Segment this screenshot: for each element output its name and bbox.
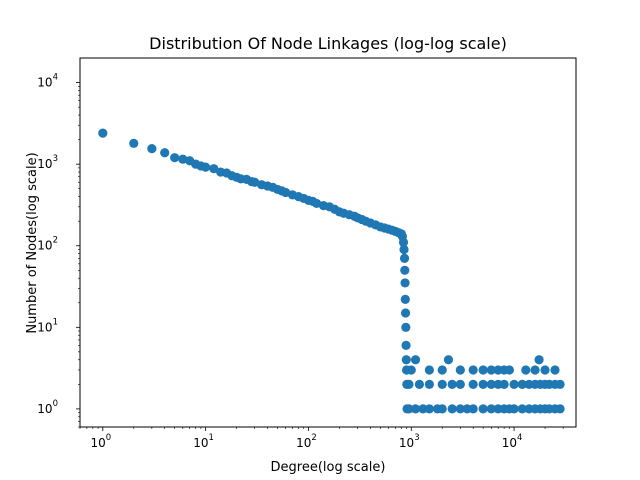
y-tick-exponent: 0: [53, 399, 58, 409]
data-point: [418, 404, 428, 414]
data-point: [424, 365, 434, 375]
data-point: [424, 379, 434, 389]
data-point: [399, 253, 410, 263]
data-point: [486, 404, 496, 414]
data-point: [517, 404, 527, 414]
x-tick-exponent: 1: [209, 433, 214, 443]
y-tick-exponent: 2: [53, 236, 58, 246]
data-point: [404, 379, 414, 389]
data-point: [401, 340, 411, 351]
data-point: [400, 278, 410, 288]
data-point: [437, 365, 447, 375]
data-point: [410, 404, 421, 414]
data-point: [521, 365, 531, 375]
data-point: [447, 379, 457, 389]
plot-area: [79, 57, 577, 428]
data-point: [437, 404, 447, 414]
data-point: [443, 355, 454, 365]
y-tick-exponent: 1: [53, 317, 58, 327]
data-point: [478, 404, 488, 414]
data-point: [540, 365, 550, 375]
data-series: [98, 128, 565, 414]
y-tick-exponent: 4: [53, 73, 58, 83]
x-tick-exponent: 4: [517, 433, 522, 443]
data-point: [499, 379, 509, 389]
y-tick-exponent: 3: [53, 154, 58, 164]
data-point: [424, 404, 434, 414]
data-point: [400, 308, 411, 318]
data-point: [400, 294, 410, 304]
data-point: [555, 404, 565, 414]
data-point: [209, 164, 219, 174]
data-point: [468, 404, 478, 414]
data-point: [400, 265, 410, 275]
data-point: [509, 404, 519, 414]
data-point: [555, 379, 565, 389]
x-axis-label: Degree(log scale): [271, 460, 386, 475]
data-point: [178, 154, 188, 164]
data-point: [160, 148, 170, 158]
data-point: [530, 365, 540, 375]
data-point: [129, 138, 139, 148]
data-point: [486, 365, 496, 375]
data-point: [98, 128, 108, 138]
x-tick-exponent: 2: [311, 433, 316, 443]
data-point: [478, 365, 488, 375]
data-point: [447, 404, 457, 414]
x-tick-exponent: 3: [414, 433, 419, 443]
data-point: [437, 379, 447, 389]
data-point: [455, 365, 465, 375]
data-point: [410, 355, 421, 365]
data-point: [399, 244, 409, 255]
data-point: [550, 365, 560, 375]
y-axis-label: Number of Nodes(log scale): [25, 152, 40, 333]
data-point: [201, 162, 211, 172]
data-point: [509, 379, 519, 389]
chart-title: Distribution Of Node Linkages (log-log s…: [149, 34, 507, 53]
data-point: [468, 365, 478, 375]
data-point: [401, 322, 411, 332]
data-point: [455, 404, 465, 414]
plot-frame: [79, 57, 577, 428]
data-point: [404, 404, 414, 414]
data-point: [170, 153, 180, 163]
data-point: [147, 144, 157, 154]
data-point: [504, 365, 514, 375]
data-point: [468, 379, 478, 389]
data-point: [534, 355, 544, 365]
data-point: [517, 379, 527, 389]
data-point: [486, 379, 496, 389]
data-point: [455, 379, 465, 389]
data-point: [398, 237, 409, 247]
data-point: [401, 355, 411, 365]
x-tick-exponent: 0: [106, 433, 111, 443]
data-point: [478, 379, 488, 389]
data-point: [406, 365, 416, 375]
data-point: [414, 379, 425, 389]
